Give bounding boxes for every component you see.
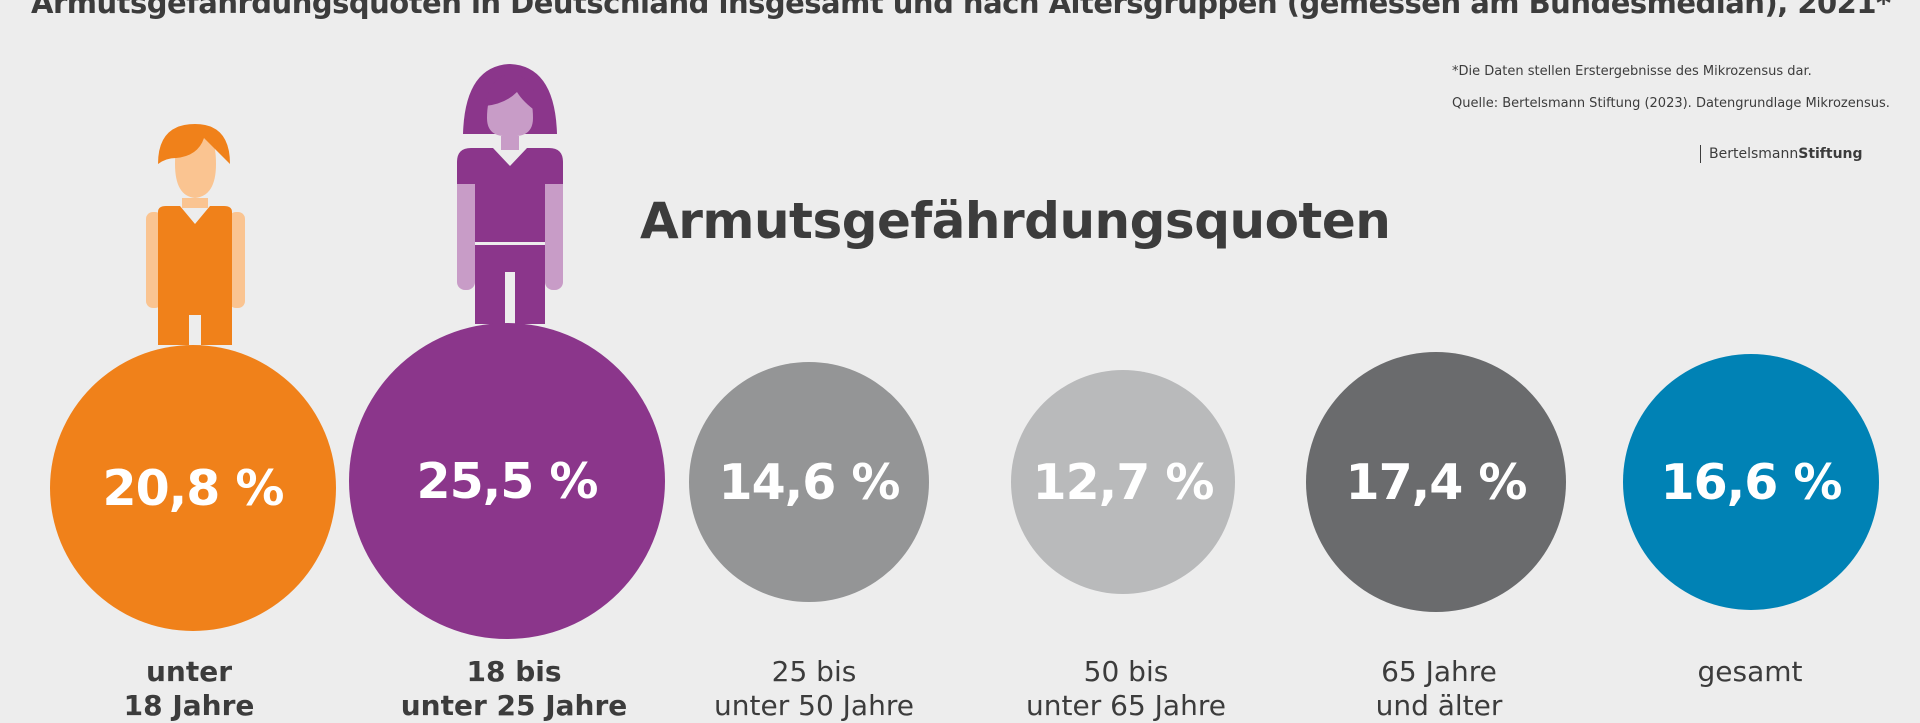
label-line-1: 50 bis xyxy=(1083,655,1169,688)
label-line-2: unter 65 Jahre xyxy=(1026,689,1226,722)
logo-part-2: Stiftung xyxy=(1798,146,1863,162)
bubble-gesamt: 16,6 % xyxy=(1623,354,1879,610)
category-label-50-bis-65: 50 bis unter 65 Jahre xyxy=(976,655,1276,723)
young-woman-icon xyxy=(457,64,563,324)
bubble-25-bis-50: 14,6 % xyxy=(689,362,929,602)
page-title: Armutsgefährdungsquoten in Deutschland i… xyxy=(31,0,1891,20)
source-note: Quelle: Bertelsmann Stiftung (2023). Dat… xyxy=(1452,96,1890,111)
category-label-unter-18: unter 18 Jahre xyxy=(39,655,339,723)
child-icon xyxy=(146,124,245,345)
value-label: 12,7 % xyxy=(1032,453,1214,511)
logo-part-1: Bertelsmann xyxy=(1709,146,1799,162)
category-label-25-bis-50: 25 bis unter 50 Jahre xyxy=(664,655,964,723)
label-line-2: unter 25 Jahre xyxy=(400,689,628,722)
category-label-gesamt: gesamt xyxy=(1600,655,1900,689)
bertelsmann-logo: BertelsmannStiftung xyxy=(1700,145,1863,163)
label-line-1: 65 Jahre xyxy=(1381,655,1497,688)
label-line-2: unter 50 Jahre xyxy=(714,689,914,722)
chart-title: Armutsgefährdungsquoten xyxy=(640,192,1391,250)
category-label-18-bis-25: 18 bis unter 25 Jahre xyxy=(364,655,664,723)
value-label: 14,6 % xyxy=(718,453,900,511)
label-line-1: unter xyxy=(145,655,233,688)
value-label: 16,6 % xyxy=(1660,453,1842,511)
label-line-2: und älter xyxy=(1375,689,1503,722)
value-label: 17,4 % xyxy=(1345,453,1527,511)
footnote: *Die Daten stellen Erstergebnisse des Mi… xyxy=(1452,64,1812,79)
value-label: 20,8 % xyxy=(102,459,284,517)
bubble-50-bis-65: 12,7 % xyxy=(1011,370,1235,594)
label-line-1: gesamt xyxy=(1697,655,1803,688)
bubble-65-plus: 17,4 % xyxy=(1306,352,1566,612)
bubble-unter-18: 20,8 % xyxy=(50,345,336,631)
value-label: 25,5 % xyxy=(416,452,598,510)
bubble-18-bis-25: 25,5 % xyxy=(349,323,665,639)
label-line-1: 25 bis xyxy=(771,655,857,688)
label-line-2: 18 Jahre xyxy=(123,689,255,722)
category-label-65-plus: 65 Jahre und älter xyxy=(1289,655,1589,723)
label-line-1: 18 bis xyxy=(466,655,562,688)
